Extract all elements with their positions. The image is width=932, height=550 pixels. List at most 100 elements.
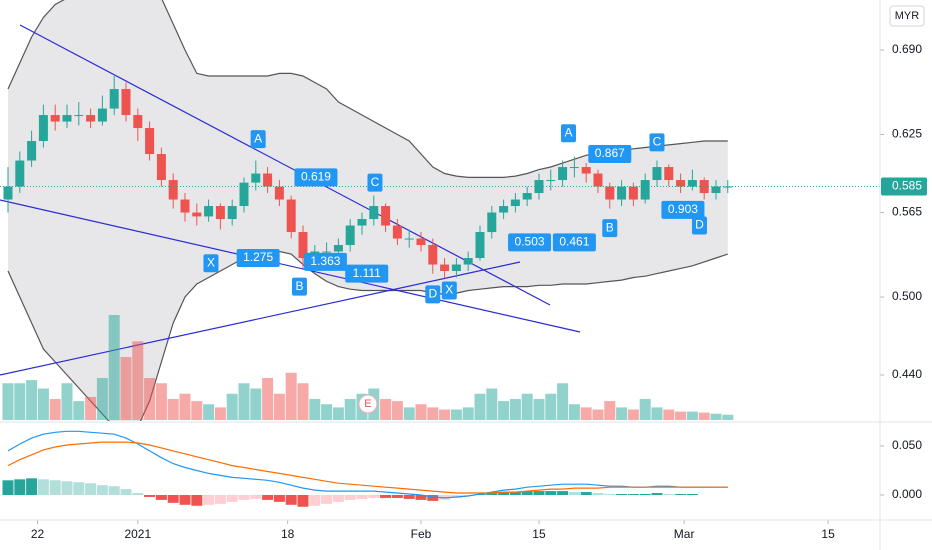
volume-bar <box>61 383 73 420</box>
macd-bar <box>37 479 49 495</box>
volume-bar <box>710 413 722 420</box>
macd-bar <box>380 495 392 498</box>
currency-box[interactable] <box>889 5 925 27</box>
volume-bar <box>439 409 451 420</box>
y-tick-label: 0.500 <box>892 289 922 303</box>
macd-bar <box>675 494 687 495</box>
overlay: 0.440 0.500 0.565 0.625 0.690 0.050 0.000 22 202… <box>31 42 927 541</box>
macd-y-tick-label: 0.050 <box>892 438 922 452</box>
macd-bar <box>167 495 179 503</box>
candle-body <box>274 186 284 200</box>
volume-bar <box>722 414 734 420</box>
pattern-label-box <box>508 233 552 252</box>
candle-body <box>333 245 343 252</box>
macd-bar <box>144 495 156 497</box>
macd-bar <box>486 493 498 495</box>
trend-line <box>0 199 581 333</box>
candle-body <box>475 232 485 259</box>
macd-bar <box>61 481 73 495</box>
pattern-label-box <box>294 168 338 187</box>
candle-body <box>86 115 96 122</box>
candle-body <box>121 89 131 116</box>
volume-bar <box>144 378 156 420</box>
pattern-label-box <box>291 277 307 296</box>
candle-body <box>322 251 332 253</box>
pattern-label-box <box>367 173 383 192</box>
pattern-label: 1.275 <box>243 250 273 264</box>
pattern-label: X <box>207 255 215 269</box>
macd-bar <box>686 494 698 495</box>
volume-bar <box>238 383 250 420</box>
volume-bar <box>509 399 521 420</box>
candle-body <box>74 115 84 117</box>
volume-bar <box>297 383 309 420</box>
volume-bar <box>309 399 321 420</box>
x-tick-label: 2021 <box>124 527 151 541</box>
pattern-label: 0.461 <box>559 235 589 249</box>
macd-bar <box>214 495 226 504</box>
candle-body <box>499 206 509 213</box>
candle-body <box>97 108 107 122</box>
macd-bar <box>592 493 604 495</box>
macd-bar <box>627 494 639 495</box>
macd-bar <box>262 495 274 500</box>
event-marker <box>358 394 378 414</box>
macd-bar <box>250 495 262 499</box>
pattern-label: 0.619 <box>301 170 331 184</box>
pattern-label: 0.903 <box>668 202 698 216</box>
macd-bar <box>49 480 61 495</box>
volume-bar <box>132 341 144 420</box>
candle-body <box>109 89 119 109</box>
pattern-label: D <box>428 287 437 301</box>
pattern-label: X <box>445 283 453 297</box>
volume-bar <box>639 399 651 420</box>
pattern-label-box <box>649 133 665 152</box>
volume-bar <box>37 388 49 420</box>
candle-body <box>546 180 556 182</box>
bollinger-lower <box>7 250 728 421</box>
candle-body <box>628 186 638 200</box>
candle-body <box>180 199 190 213</box>
macd-bar <box>651 493 663 495</box>
y-tick-label: 0.625 <box>892 127 922 141</box>
candle-body <box>581 167 591 174</box>
macd-bar <box>356 495 368 499</box>
macd-line <box>7 441 728 494</box>
candle-body <box>723 186 733 188</box>
volume-bar <box>616 407 628 420</box>
volume-bar <box>2 383 14 420</box>
pattern-label: A <box>254 131 262 145</box>
volume-bar <box>498 401 510 420</box>
volume-bar <box>427 407 439 420</box>
volume-bar <box>486 388 498 420</box>
candle-body <box>239 182 249 207</box>
volume-bar <box>627 409 639 420</box>
candle-body <box>38 115 48 142</box>
price-pane <box>0 0 880 421</box>
pattern-label-box <box>661 200 705 219</box>
macd-bar <box>14 479 26 495</box>
macd-bar <box>108 486 120 495</box>
candle-body <box>451 264 461 272</box>
pattern-label: B <box>295 279 303 293</box>
macd-bar <box>403 495 415 499</box>
volume-bar <box>120 357 132 420</box>
volume-bar <box>273 393 285 420</box>
volume-bar <box>592 409 604 420</box>
candle-body <box>50 115 60 122</box>
pattern-label: C <box>371 175 380 189</box>
candle-body <box>416 238 426 246</box>
trend-line <box>0 261 521 376</box>
volume-bar <box>521 393 533 420</box>
candle-body <box>404 238 414 240</box>
macd-bar <box>96 485 108 495</box>
macd-bar <box>238 495 250 500</box>
volume-bar <box>191 401 203 420</box>
candle-body <box>617 186 627 200</box>
pattern-label: 0.503 <box>515 235 545 249</box>
macd-bar <box>391 495 403 498</box>
pattern-label: 1.363 <box>310 254 340 268</box>
candle-body <box>569 167 579 169</box>
macd-bar <box>545 491 557 495</box>
